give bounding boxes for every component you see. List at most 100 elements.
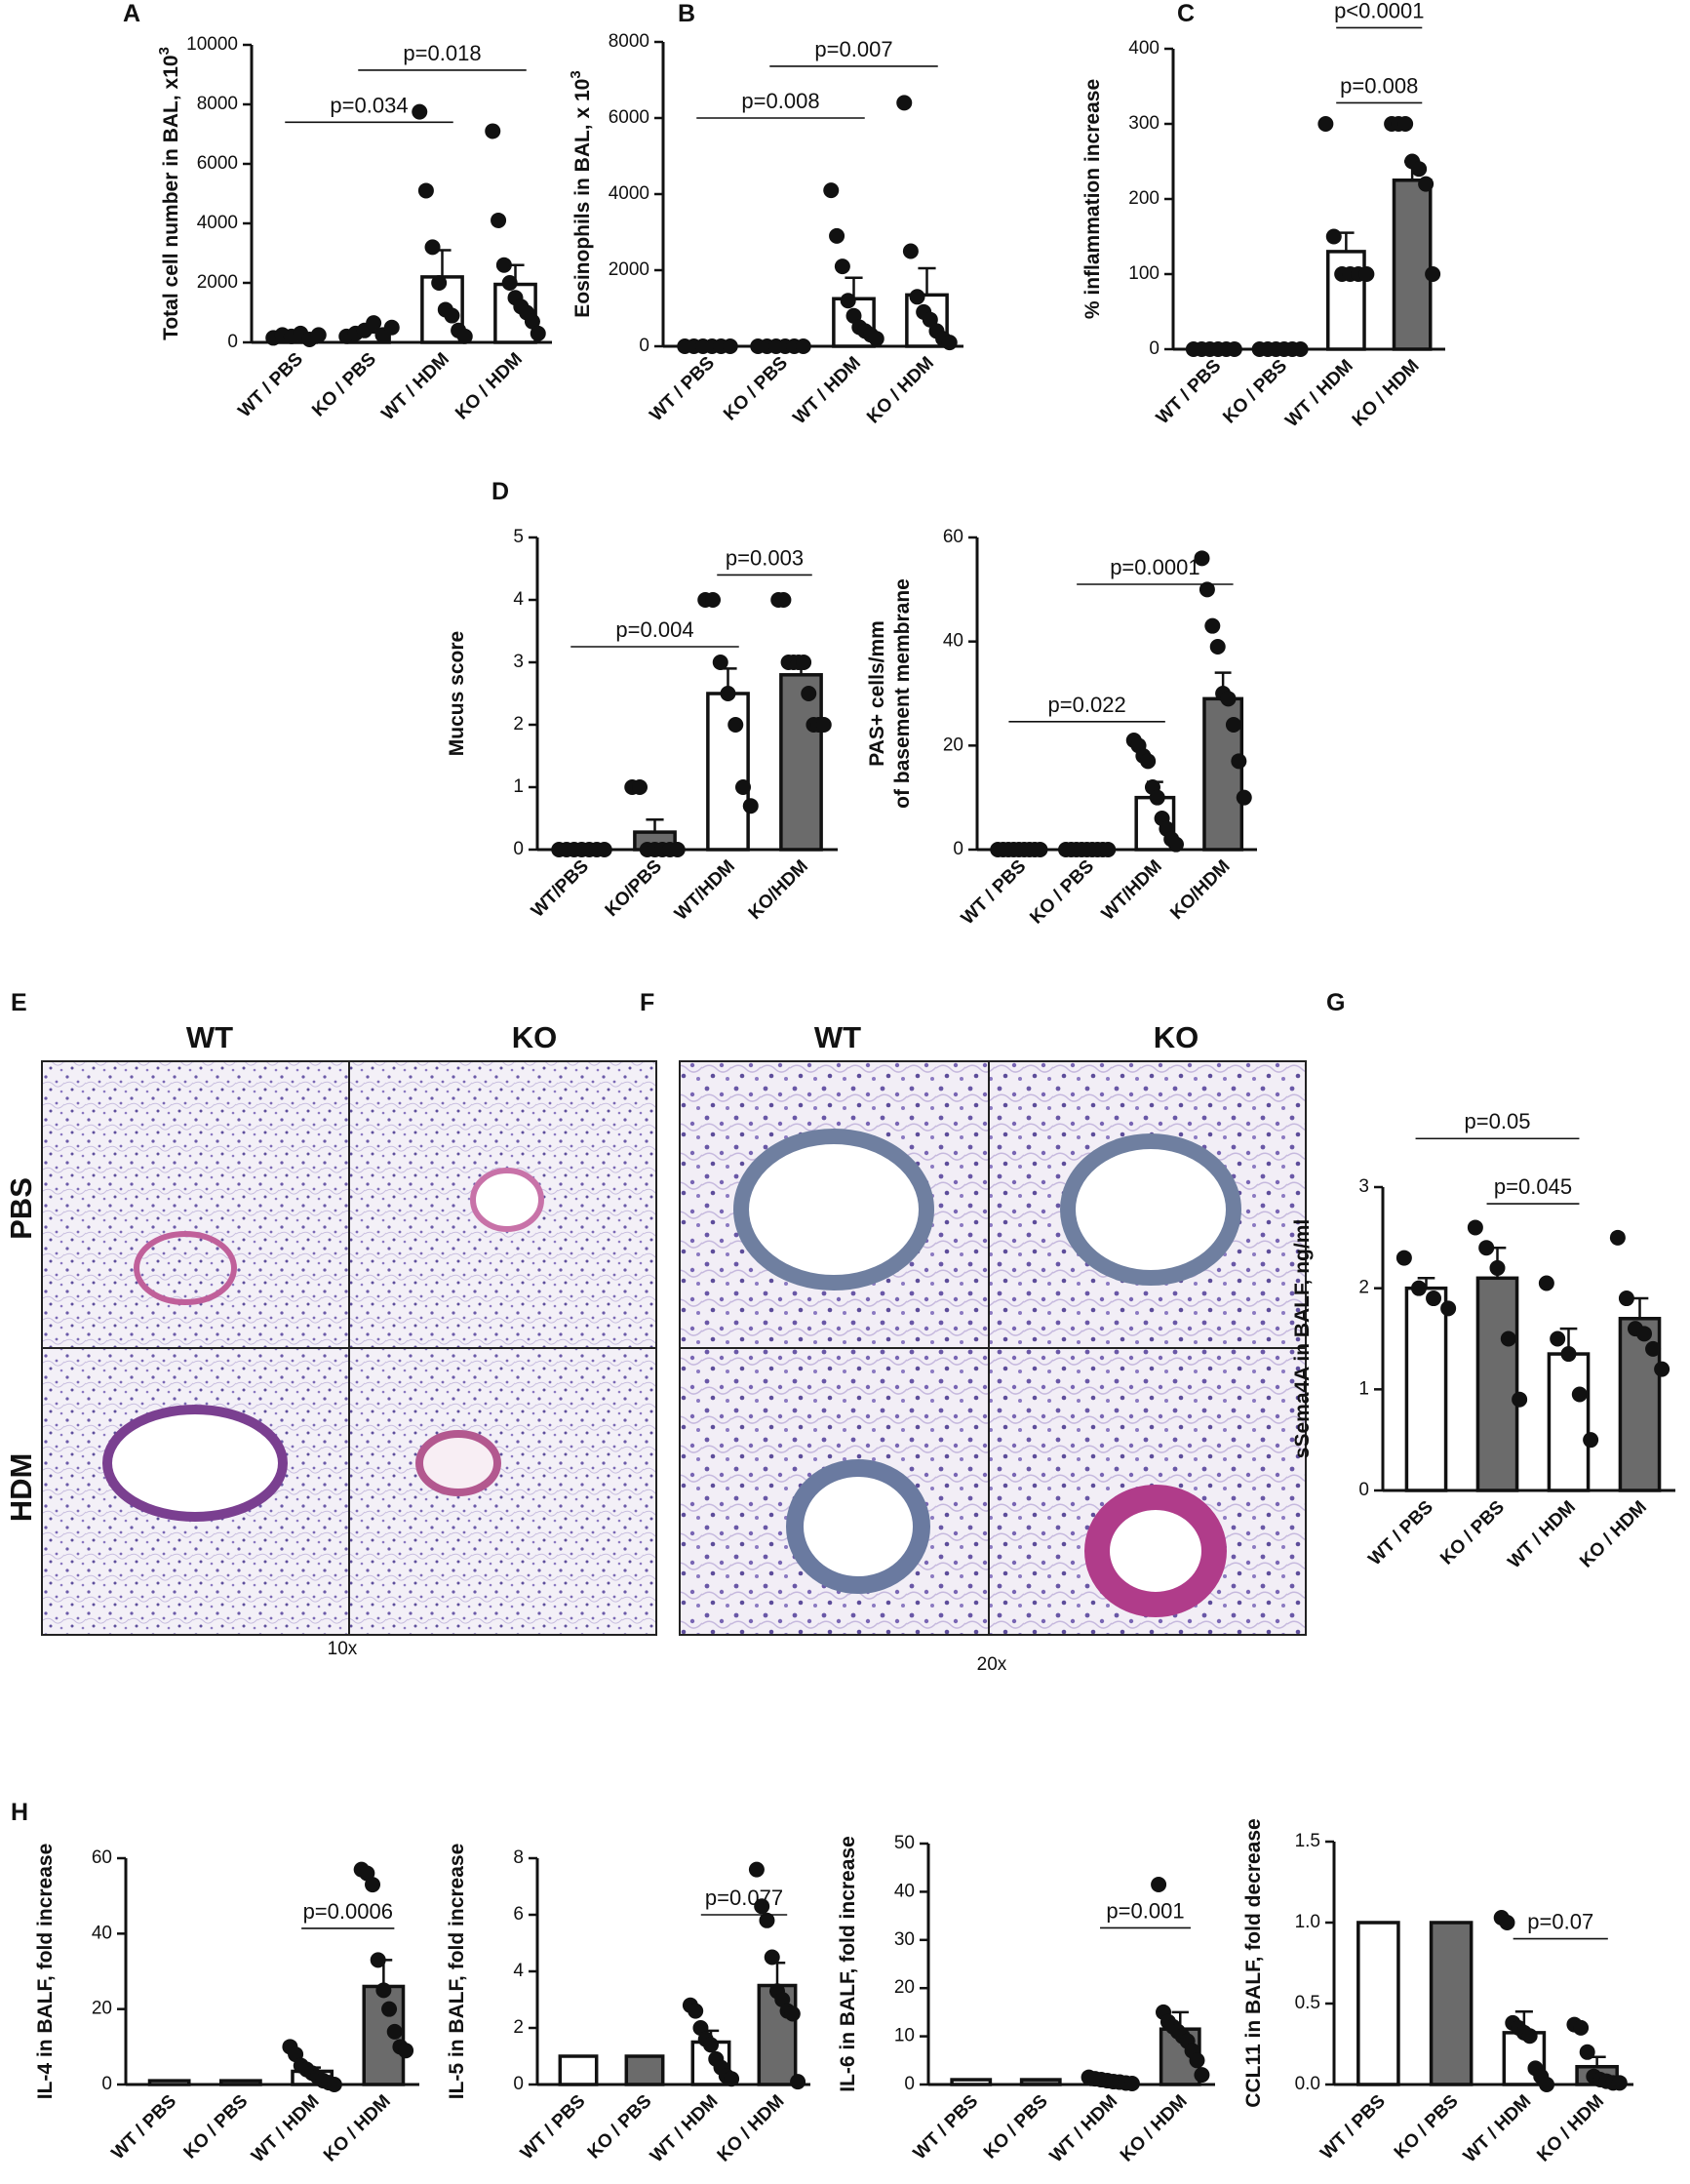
chart: D Mucus score 0 1 2 3 4 5 WT/PBS KO/PBS WT/HDM KO/H… xyxy=(446,478,838,925)
y-tick-label: 3 xyxy=(1358,1176,1369,1197)
x-tick-label: WT/HDM xyxy=(671,856,739,925)
x-tick-label: KO / HDM xyxy=(1117,2091,1192,2166)
y-axis-label: sSema4A in BALF, ng/ml xyxy=(1291,1219,1314,1458)
bar xyxy=(706,692,750,852)
data-point xyxy=(1521,2028,1538,2045)
data-point xyxy=(775,592,792,608)
panel-letter: B xyxy=(678,0,695,27)
data-point xyxy=(941,335,958,351)
data-point xyxy=(705,592,721,608)
y-tick-label: 2 xyxy=(513,2017,524,2038)
data-point xyxy=(1499,1915,1515,1930)
y-tick-label: 0 xyxy=(513,2074,524,2094)
chart: H IL-4 in BALF, fold increase 0 20 40 60 WT / … xyxy=(11,1799,419,2166)
data-point xyxy=(1411,161,1428,178)
data-point xyxy=(310,327,327,343)
data-point xyxy=(764,1949,780,1966)
chart: IL-5 in BALF, fold increase 0 2 4 6 8 WT / PBS… xyxy=(446,1844,810,2166)
bar xyxy=(1429,1921,1474,2086)
magnification: 10x xyxy=(328,1639,358,1659)
data-point xyxy=(456,328,473,344)
panel-letter: G xyxy=(1326,989,1345,1016)
data-point xyxy=(1204,617,1221,634)
panel-letter: C xyxy=(1177,0,1195,27)
y-axis-label-text: CCL11 in BALF, fold decrease xyxy=(1242,1818,1265,2107)
data-point xyxy=(823,182,840,199)
p-value: p=0.034 xyxy=(330,93,408,117)
y-tick-label: 400 xyxy=(1128,38,1159,59)
p-value: p=0.007 xyxy=(814,37,892,61)
data-point xyxy=(398,2043,414,2059)
x-tick-label: KO / PBS xyxy=(584,2091,656,2164)
y-axis-label-text: Total cell number in BAL, x10 xyxy=(160,55,182,340)
y-tick-label: 0 xyxy=(1358,1480,1369,1500)
data-point xyxy=(444,307,460,324)
data-point xyxy=(1583,1432,1599,1449)
data-point xyxy=(383,319,400,336)
data-point xyxy=(1325,228,1342,245)
bar xyxy=(362,1984,406,2086)
data-point xyxy=(790,2074,806,2090)
y-tick-label: 6000 xyxy=(197,153,238,174)
data-point xyxy=(1500,1330,1516,1347)
y-axis-label-text: % inflammation increase xyxy=(1081,79,1104,319)
y-tick-label: 60 xyxy=(943,527,963,547)
y-tick-label: 8000 xyxy=(197,94,238,114)
y-tick-label: 0 xyxy=(639,336,649,356)
y-axis-label: PAS+ cells/mm xyxy=(866,620,888,767)
data-point xyxy=(1358,266,1375,282)
data-point xyxy=(1560,1346,1577,1363)
data-point xyxy=(412,103,428,120)
x-tick-label: KO / PBS xyxy=(980,2091,1052,2164)
y-tick-label: 6000 xyxy=(609,107,649,128)
airway xyxy=(1084,1485,1227,1617)
chart: IL-6 in BALF, fold increase 0 10 20 30 40 50 WT… xyxy=(837,1833,1215,2166)
chart: C % inflammation increase 0 100 200 300 400 WT … xyxy=(1081,0,1445,431)
data-point xyxy=(688,2003,704,2019)
bar xyxy=(1325,250,1366,351)
data-point xyxy=(1209,639,1226,655)
x-tick-label: KO / PBS xyxy=(308,349,380,421)
y-tick-label: 6 xyxy=(513,1904,524,1925)
p-value: p=0.0006 xyxy=(303,1899,393,1924)
data-point xyxy=(748,1861,765,1878)
y-axis-label-superscript: 3 xyxy=(156,47,173,55)
x-tick-label: WT / HDM xyxy=(1281,356,1357,432)
data-point xyxy=(759,1912,775,1928)
panel-letter: F xyxy=(640,989,654,1016)
y-tick-label: 1 xyxy=(1358,1378,1369,1399)
y-tick-label: 0 xyxy=(513,839,524,859)
data-point xyxy=(424,239,441,256)
data-point xyxy=(922,311,938,328)
y-tick-label: 2000 xyxy=(609,259,649,280)
data-point xyxy=(742,798,759,814)
data-point xyxy=(724,2071,740,2087)
x-tick-label: KO / HDM xyxy=(714,2091,789,2166)
p-value: p=0.004 xyxy=(615,617,693,642)
x-tick-label: KO/HDM xyxy=(1166,856,1234,924)
data-point xyxy=(485,123,501,139)
data-point xyxy=(1550,1330,1566,1347)
data-point xyxy=(712,655,728,670)
y-axis-label-text: sSema4A in BALF, ng/ml xyxy=(1291,1219,1314,1458)
data-point xyxy=(796,655,812,670)
bar xyxy=(1356,1921,1400,2086)
histology-f xyxy=(679,1060,1307,1636)
y-axis-label-text: IL-5 in BALF, fold increase xyxy=(446,1844,468,2100)
data-point xyxy=(386,2023,403,2040)
y-tick-label: 0 xyxy=(1149,338,1159,359)
data-point xyxy=(1199,581,1215,598)
y-tick-label: 10000 xyxy=(186,34,238,55)
p-value: p<0.0001 xyxy=(1334,0,1424,22)
data-point xyxy=(1609,1229,1626,1246)
p-value: p=0.0001 xyxy=(1110,555,1199,579)
data-point xyxy=(1618,1291,1634,1307)
y-tick-label: 4 xyxy=(513,1961,524,1981)
y-axis-label: CCL11 in BALF, fold decrease xyxy=(1242,1818,1265,2107)
airway xyxy=(470,1168,544,1232)
p-value: p=0.022 xyxy=(1048,693,1126,717)
y-tick-label: 0 xyxy=(101,2074,112,2094)
x-tick-label: KO / PBS xyxy=(1026,856,1098,929)
